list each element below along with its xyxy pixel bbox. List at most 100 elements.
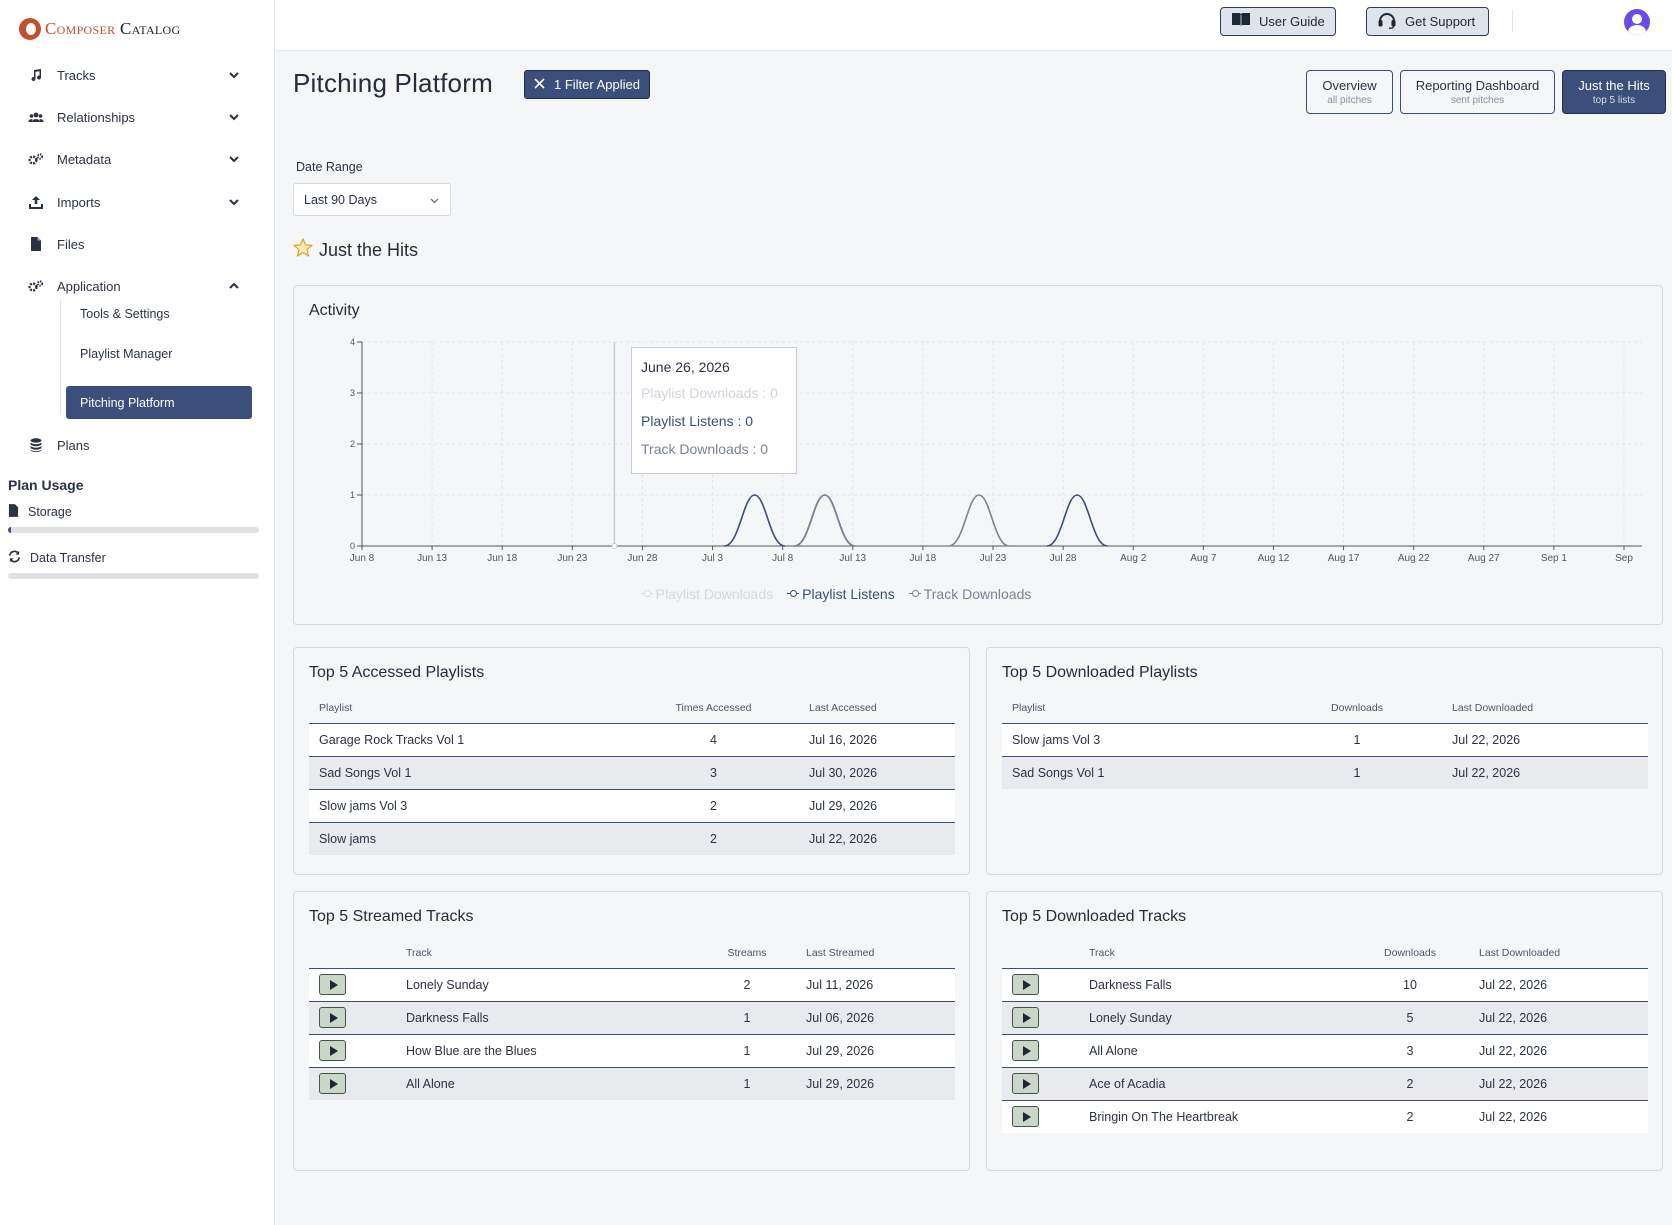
activity-title: Activity xyxy=(309,302,360,319)
table-row[interactable]: How Blue are the Blues 1 Jul 29, 2026 xyxy=(309,1034,955,1068)
storage-usage-fill xyxy=(8,527,11,533)
downloaded-playlists-card: Top 5 Downloaded Playlists Playlist Down… xyxy=(986,647,1663,875)
legend-line xyxy=(787,593,800,594)
play-button[interactable] xyxy=(319,974,346,995)
table-row[interactable]: Darkness Falls 10 Jul 22, 2026 xyxy=(1002,968,1648,1002)
overview-view-button[interactable]: Overview all pitches xyxy=(1306,70,1393,114)
sidebar-subitem-playlist-manager[interactable]: Playlist Manager xyxy=(80,347,173,361)
playlist-name: Garage Rock Tracks Vol 1 xyxy=(309,723,644,757)
column-header: Track xyxy=(1079,938,1361,969)
playlist-name: Slow jams xyxy=(309,822,644,855)
table-row[interactable]: Lonely Sunday 2 Jul 11, 2026 xyxy=(309,968,955,1002)
streams-count: 1 xyxy=(718,1067,776,1100)
sidebar-item-tracks[interactable]: Tracks xyxy=(28,63,248,87)
date-range-select[interactable]: Last 90 Days xyxy=(293,183,451,216)
chevron-down-icon xyxy=(226,194,242,210)
play-button[interactable] xyxy=(1012,1073,1039,1094)
play-button[interactable] xyxy=(319,1040,346,1061)
play-button[interactable] xyxy=(319,1007,346,1028)
table-row[interactable]: All Alone 3 Jul 22, 2026 xyxy=(1002,1034,1648,1068)
view-button-sublabel: sent pitches xyxy=(1450,95,1505,106)
table-row[interactable]: Slow jams Vol 3 2 Jul 29, 2026 xyxy=(309,789,955,823)
view-button-label: Just the Hits xyxy=(1578,78,1650,93)
table-row[interactable]: Ace of Acadia 2 Jul 22, 2026 xyxy=(1002,1067,1648,1101)
storage-label: Storage xyxy=(28,505,72,519)
table-row[interactable]: Bringin On The Heartbreak 2 Jul 22, 2026 xyxy=(1002,1100,1648,1133)
downloaded-playlists-title: Top 5 Downloaded Playlists xyxy=(1002,664,1198,681)
column-header: Last Downloaded xyxy=(1420,693,1648,724)
sidebar-item-label: Plans xyxy=(57,437,90,453)
column-header: Last Accessed xyxy=(783,693,955,724)
times-accessed: 3 xyxy=(644,756,783,790)
headset-icon xyxy=(1377,11,1397,32)
playlist-name: Slow jams Vol 3 xyxy=(309,789,644,823)
column-header: Streams xyxy=(718,938,776,969)
downloaded-tracks-table: Track Downloads Last Downloaded Darkness… xyxy=(1002,938,1648,1133)
upload-icon xyxy=(28,194,44,210)
table-row[interactable]: Slow jams Vol 3 1 Jul 22, 2026 xyxy=(1002,723,1648,757)
user-guide-label: User Guide xyxy=(1259,14,1325,29)
legend-line xyxy=(640,593,653,594)
last-streamed: Jul 06, 2026 xyxy=(776,1001,955,1035)
sidebar-item-imports[interactable]: Imports xyxy=(28,190,248,214)
view-button-label: Reporting Dashboard xyxy=(1415,78,1540,93)
sidebar-item-label: Tracks xyxy=(57,67,96,83)
logo[interactable]: Composer Catalog xyxy=(19,18,180,40)
table-row[interactable]: Sad Songs Vol 1 1 Jul 22, 2026 xyxy=(1002,756,1648,789)
last-downloaded: Jul 22, 2026 xyxy=(1420,723,1648,757)
track-name: All Alone xyxy=(1079,1034,1361,1068)
sidebar-subitem-tools-settings[interactable]: Tools & Settings xyxy=(80,307,170,321)
close-icon xyxy=(534,77,545,92)
track-name: Bringin On The Heartbreak xyxy=(1079,1100,1361,1133)
page-title: Pitching Platform xyxy=(293,68,493,98)
tooltip-track-downloads: Track Downloads : 0 xyxy=(641,441,769,457)
just-the-hits-view-button[interactable]: Just the Hits top 5 lists xyxy=(1562,70,1666,114)
legend-label: Playlist Downloads xyxy=(655,586,774,602)
playlist-name: Slow jams Vol 3 xyxy=(1002,723,1294,757)
gears-icon xyxy=(28,151,44,167)
table-row[interactable]: Darkness Falls 1 Jul 06, 2026 xyxy=(309,1001,955,1035)
play-button[interactable] xyxy=(1012,974,1039,995)
sidebar-item-metadata[interactable]: Metadata xyxy=(28,147,248,171)
legend-playlist-downloads[interactable]: .lg0::before{background:#d5d9e0} Playlis… xyxy=(640,584,774,604)
table-row[interactable]: Garage Rock Tracks Vol 1 4 Jul 16, 2026 xyxy=(309,723,955,757)
times-accessed: 4 xyxy=(644,723,783,757)
reporting-dashboard-view-button[interactable]: Reporting Dashboard sent pitches xyxy=(1400,70,1555,114)
get-support-button[interactable]: Get Support xyxy=(1366,7,1489,36)
track-name: Lonely Sunday xyxy=(1079,1001,1361,1035)
streamed-tracks-title: Top 5 Streamed Tracks xyxy=(309,908,474,925)
play-button[interactable] xyxy=(319,1073,346,1095)
clear-filter-chip[interactable]: 1 Filter Applied xyxy=(524,70,650,99)
column-header: Times Accessed xyxy=(644,693,783,724)
legend-playlist-listens[interactable]: Playlist Listens xyxy=(787,584,895,604)
last-streamed: Jul 11, 2026 xyxy=(776,968,955,1002)
sidebar-item-relationships[interactable]: Relationships xyxy=(28,105,248,129)
accessed-playlists-card: Top 5 Accessed Playlists Playlist Times … xyxy=(293,647,970,875)
table-row[interactable]: All Alone 1 Jul 29, 2026 xyxy=(309,1067,955,1100)
user-guide-button[interactable]: User Guide xyxy=(1220,7,1336,36)
table-row[interactable]: Lonely Sunday 5 Jul 22, 2026 xyxy=(1002,1001,1648,1035)
legend-track-downloads[interactable]: Track Downloads xyxy=(908,584,1031,604)
streamed-tracks-table: Track Streams Last Streamed Lonely Sunda… xyxy=(309,938,955,1100)
play-button[interactable] xyxy=(1012,1040,1039,1061)
users-icon xyxy=(28,109,44,125)
user-avatar[interactable] xyxy=(1624,9,1650,35)
legend-line xyxy=(908,593,921,594)
file-icon xyxy=(28,236,44,252)
view-button-sublabel: top 5 lists xyxy=(1592,95,1636,106)
last-downloaded: Jul 22, 2026 xyxy=(1459,1001,1648,1035)
legend-label: Playlist Listens xyxy=(802,586,895,602)
database-icon xyxy=(28,437,44,453)
play-button[interactable] xyxy=(1012,1106,1039,1128)
sidebar-item-label: Application xyxy=(57,278,121,294)
sidebar-item-files[interactable]: Files xyxy=(28,232,248,256)
logo-icon xyxy=(19,18,41,40)
chart-tooltip: June 26, 2026 Playlist Downloads : 0 Pla… xyxy=(631,347,797,474)
table-row[interactable]: Sad Songs Vol 1 3 Jul 30, 2026 xyxy=(309,756,955,790)
table-row[interactable]: Slow jams 2 Jul 22, 2026 xyxy=(309,822,955,855)
sidebar-subitem-pitching-platform[interactable]: Pitching Platform xyxy=(66,386,252,419)
play-button[interactable] xyxy=(1012,1007,1039,1028)
last-accessed: Jul 30, 2026 xyxy=(783,756,955,790)
sidebar-item-plans[interactable]: Plans xyxy=(28,433,248,457)
sidebar-item-application[interactable]: Application xyxy=(28,274,248,298)
